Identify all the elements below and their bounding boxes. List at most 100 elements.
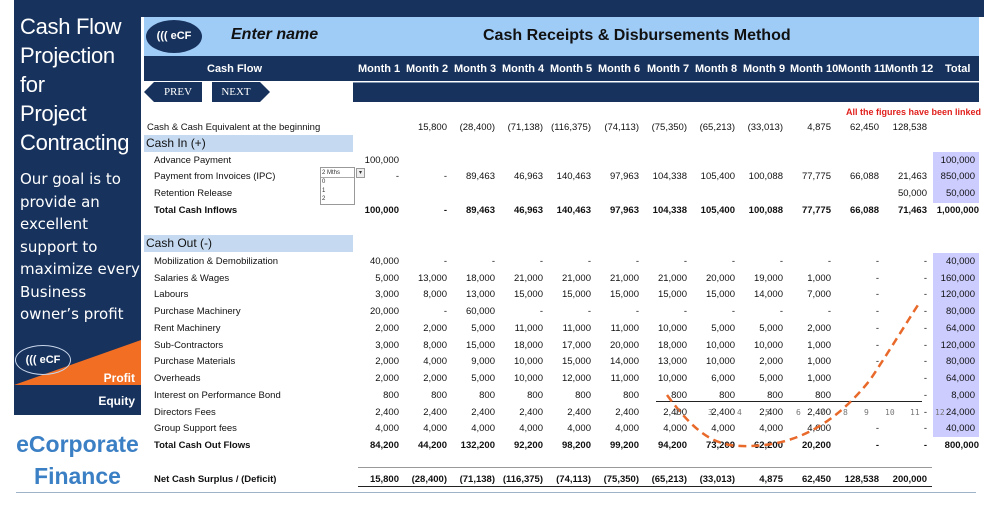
table-cell: 4,000 [807,423,831,434]
table-cell: 10,000 [513,356,543,367]
total-shade-in [933,152,979,203]
table-cell: 14,000 [609,356,639,367]
table-cell: 19,000 [753,273,783,284]
table-cell: 64,000 [945,323,975,334]
table-cell: 800 [623,390,639,401]
table-cell: 6,000 [711,373,735,384]
overlay-axis-number: 9 [864,408,869,417]
table-cell: 1,000 [807,356,831,367]
overlay-axis-number: 7 [820,408,825,417]
col-header: Month 11 [838,63,886,75]
table-cell: - [635,256,639,267]
logo-profit-label: Profit [103,371,135,385]
table-cell: 4,000 [519,423,543,434]
table-cell: 120,000 [940,340,975,351]
table-cell: 13,000 [657,356,687,367]
table-cell: 2,000 [375,373,399,384]
table-cell: 21,000 [657,273,687,284]
table-cell: 15,000 [561,356,591,367]
table-cell: - [827,306,831,317]
col-header: Month 5 [550,63,593,75]
table-cell: 40,000 [945,256,975,267]
table-cell: - [587,256,591,267]
table-cell: - [923,407,927,418]
table-cell: 8,000 [423,340,447,351]
next-button[interactable]: NEXT [212,82,270,102]
table-cell: 5,000 [471,373,495,384]
table-cell: 5,000 [471,323,495,334]
table-cell: 2,400 [423,407,447,418]
dropdown-option[interactable]: 1 [322,187,326,194]
chevron-down-icon[interactable]: ▾ [356,168,365,178]
section-cash-out: Cash Out (-) [144,235,353,252]
col-header: Month 9 [743,63,786,75]
table-cell: - [923,306,927,317]
table-cell: 5,000 [711,323,735,334]
table-cell: 800 [383,390,399,401]
dropdown-selected[interactable]: 2 Mths [321,168,354,178]
col-header: Month 2 [406,63,449,75]
table-cell: 800 [719,390,735,401]
overlay-axis-number: 11 [910,408,920,417]
table-cell: 2,400 [519,407,543,418]
table-cell: 10,000 [657,323,687,334]
table-cell: - [875,323,879,334]
table-cell: 8,000 [423,289,447,300]
table-cell: 15,000 [657,289,687,300]
table-cell: - [731,306,735,317]
table-cell: 15,000 [465,340,495,351]
table-cell: 120,000 [940,289,975,300]
header-band [144,17,979,56]
table-cell: 21,000 [609,273,639,284]
table-row-total-inflows: Total Cash Inflows 100,000 - 89,463 46,9… [154,205,979,216]
table-cell: 4,000 [663,423,687,434]
col-header: Month 12 [885,63,934,75]
dropdown-option[interactable]: 2 [322,196,326,202]
col-header: Month 10 [790,63,839,75]
table-cell: 2,400 [759,407,783,418]
table-cell: 20,000 [369,306,399,317]
table-cell: - [875,340,879,351]
table-cell: 10,000 [513,373,543,384]
table-cell: 7,000 [807,289,831,300]
table-cell: - [923,390,927,401]
table-cell: - [923,340,927,351]
table-cell: 4,000 [423,423,447,434]
table-cell: - [779,306,783,317]
table-cell: 2,400 [375,407,399,418]
logo-oval: ((( eCF [15,345,71,375]
table-cell: - [875,356,879,367]
overlay-axis-number: 4 [737,408,742,417]
name-input[interactable]: Enter name [231,26,319,43]
overlay-axis-number: 3 [708,408,713,417]
table-cell: 4,000 [759,423,783,434]
table-row: Rent Machinery 2,000 2,000 5,000 11,000 11,00… [154,323,975,334]
table-cell: 80,000 [945,356,975,367]
table-cell: 4,000 [711,423,735,434]
table-cell: - [587,306,591,317]
table-cell: 800 [575,390,591,401]
table-cell: 10,000 [705,356,735,367]
table-cell: 11,000 [514,323,543,334]
table-cell: 1,000 [807,373,831,384]
table-cell: 13,000 [417,273,447,284]
table-cell: 2,400 [615,407,639,418]
table-cell: - [683,306,687,317]
prev-button[interactable]: PREV [144,82,202,102]
brand-name: eCorporate Finance [16,431,139,489]
table-cell: 15,000 [705,289,735,300]
page-title: Cash Receipts & Disbursements Method [483,27,791,44]
table-cell: 9,000 [471,356,495,367]
col-header: Total [945,63,971,75]
table-row-opening: Cash & Cash Equivalent at the beginning … [147,122,927,133]
table-cell: - [923,273,927,284]
table-cell: 2,000 [375,356,399,367]
table-row: Mobilization & Demobilization 40,000- - - - -… [154,256,975,267]
ipc-delay-dropdown[interactable]: 2 Mths ▾ 0 1 2 [320,167,365,205]
table-cell: - [923,289,927,300]
linked-note: All the figures have been linked [846,107,982,117]
table-cell: 4,000 [423,356,447,367]
dropdown-option[interactable]: 0 [322,179,326,185]
table-cell: - [683,256,687,267]
table-row: Retention Release 50,000 50,000 [154,188,975,199]
